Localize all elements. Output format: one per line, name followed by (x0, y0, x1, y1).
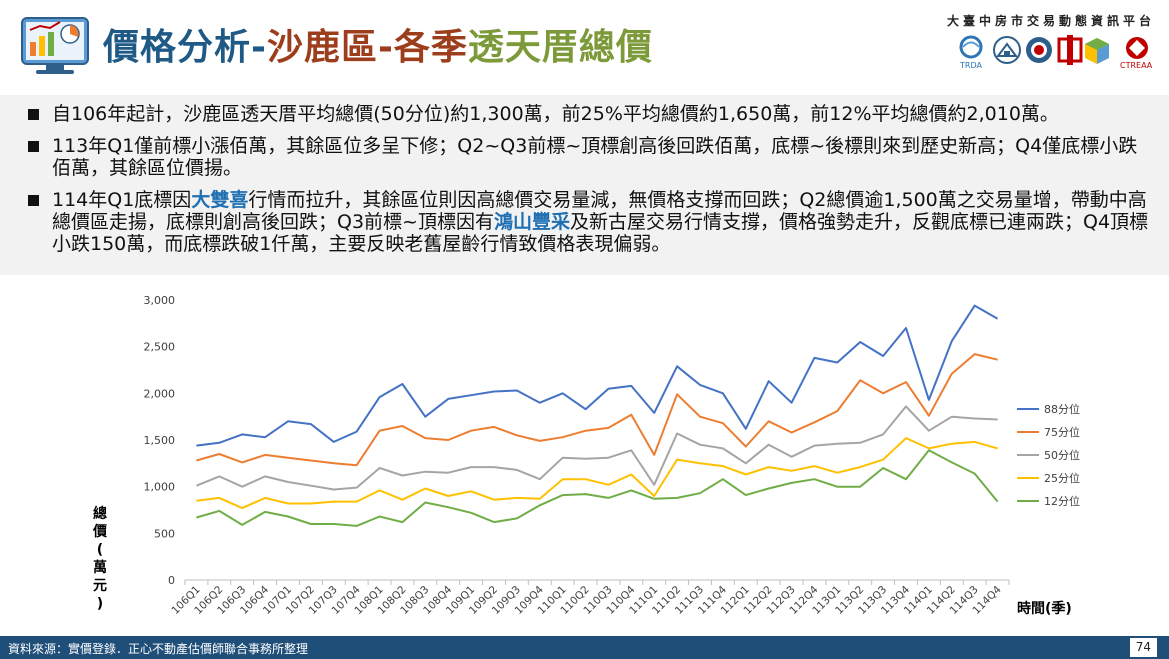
data-source: 資料來源：實價登錄．正心不動產估價師聯合事務所整理 (8, 642, 309, 656)
analytics-icon (18, 12, 92, 80)
center-logo-icon (1057, 35, 1083, 65)
series-line (196, 353, 998, 467)
y-tick-label: 2,500 (144, 341, 176, 354)
x-axis-label: 時間(季) (1017, 600, 1072, 617)
y-tick-label: 1,500 (144, 434, 176, 447)
trda-logo-text: TRDA (959, 61, 982, 70)
highlight-project-2: 鴻山豐采 (493, 211, 570, 233)
y-tick-label: 0 (168, 574, 175, 587)
y-tick-label: 500 (154, 527, 175, 540)
y-tick-label: 2,000 (144, 387, 176, 400)
y-axis-label: 萬 (93, 559, 107, 576)
y-axis-label: 總 (93, 505, 107, 522)
highlight-project-1: 大雙喜 (191, 189, 249, 211)
y-axis-label: 價 (92, 523, 108, 540)
legend-label: 12分位 (1044, 494, 1080, 508)
y-axis-label: ) (97, 596, 103, 612)
bullet-text: 114年Q1底標因大雙喜行情而拉升，其餘區位則因高總價交易量減，無價格支撐而回跌… (52, 189, 1153, 255)
bullet-square-icon (28, 195, 39, 206)
legend-label: 88分位 (1044, 402, 1080, 416)
title-part-district: 沙鹿區-各季 (266, 27, 468, 68)
legend-label: 25分位 (1044, 471, 1080, 485)
series-line (196, 405, 998, 491)
legend-label: 75分位 (1044, 425, 1080, 439)
y-axis-label: 元 (93, 578, 107, 594)
y-axis-label: ( (97, 542, 103, 558)
page-title: 價格分析-沙鹿區-各季透天厝總價 (103, 18, 653, 70)
bullet-item: 自106年起計，沙鹿區透天厝平均總價(50分位)約1,300萬，前25%平均總價… (28, 103, 1153, 125)
series-line (196, 437, 998, 510)
bullet-text-pre: 114年Q1底標因 (52, 189, 192, 211)
bullet-square-icon (28, 109, 39, 120)
ctreaa-logo-icon: CTREAA (1120, 37, 1153, 70)
organization-logos: TRDA (957, 34, 1157, 70)
government-logo-icon (1026, 37, 1052, 63)
bullet-square-icon (28, 141, 39, 152)
bullet-text-mid: 行情而拉升，其餘區位則因高總價交易量減，無價格支撐而回跌；Q2總價逾1,500萬… (52, 189, 1147, 233)
platform-name: 大臺中房市交易動態資訊平台 (946, 14, 1155, 28)
page-number: 74 (1129, 638, 1157, 657)
bullet-item: 113年Q1僅前標小漲佰萬，其餘區位多呈下修；Q2~Q3前標~頂標創高後回跌佰萬… (28, 135, 1153, 179)
bullet-text: 113年Q1僅前標小漲佰萬，其餘區位多呈下修；Q2~Q3前標~頂標創高後回跌佰萬… (52, 135, 1138, 179)
bullet-item: 114年Q1底標因大雙喜行情而拉升，其餘區位則因高總價交易量減，無價格支撐而回跌… (28, 189, 1153, 255)
summary-bullets: 自106年起計，沙鹿區透天厝平均總價(50分位)約1,300萬，前25%平均總價… (0, 95, 1169, 275)
series-line (196, 304, 999, 447)
trda-logo-icon: TRDA (959, 35, 983, 70)
title-part-type: 透天厝總價 (467, 27, 653, 68)
y-tick-label: 1,000 (144, 481, 176, 494)
price-line-chart: 05001,0001,5002,0002,5003,000106Q1106Q21… (92, 294, 1080, 617)
bullet-text: 自106年起計，沙鹿區透天厝平均總價(50分位)約1,300萬，前25%平均總價… (52, 103, 1059, 125)
series-line (196, 449, 999, 527)
building-logo-icon (993, 36, 1021, 64)
ctreaa-logo-text: CTREAA (1120, 61, 1153, 70)
title-part-analysis: 價格分析- (103, 27, 267, 68)
header: 價格分析-沙鹿區-各季透天厝總價 大臺中房市交易動態資訊平台 TRDA (0, 0, 1169, 92)
bullet-text-post: 及新古屋交易行情支撐，價格強勢走升，反觀底標已連兩跌；Q4頂標小跌150萬，而底… (52, 211, 1149, 255)
cube-logo-icon (1085, 38, 1109, 64)
y-tick-label: 3,000 (144, 294, 176, 307)
legend-label: 50分位 (1044, 448, 1080, 462)
footer: 資料來源：實價登錄．正心不動產估價師聯合事務所整理 74 (0, 636, 1169, 659)
